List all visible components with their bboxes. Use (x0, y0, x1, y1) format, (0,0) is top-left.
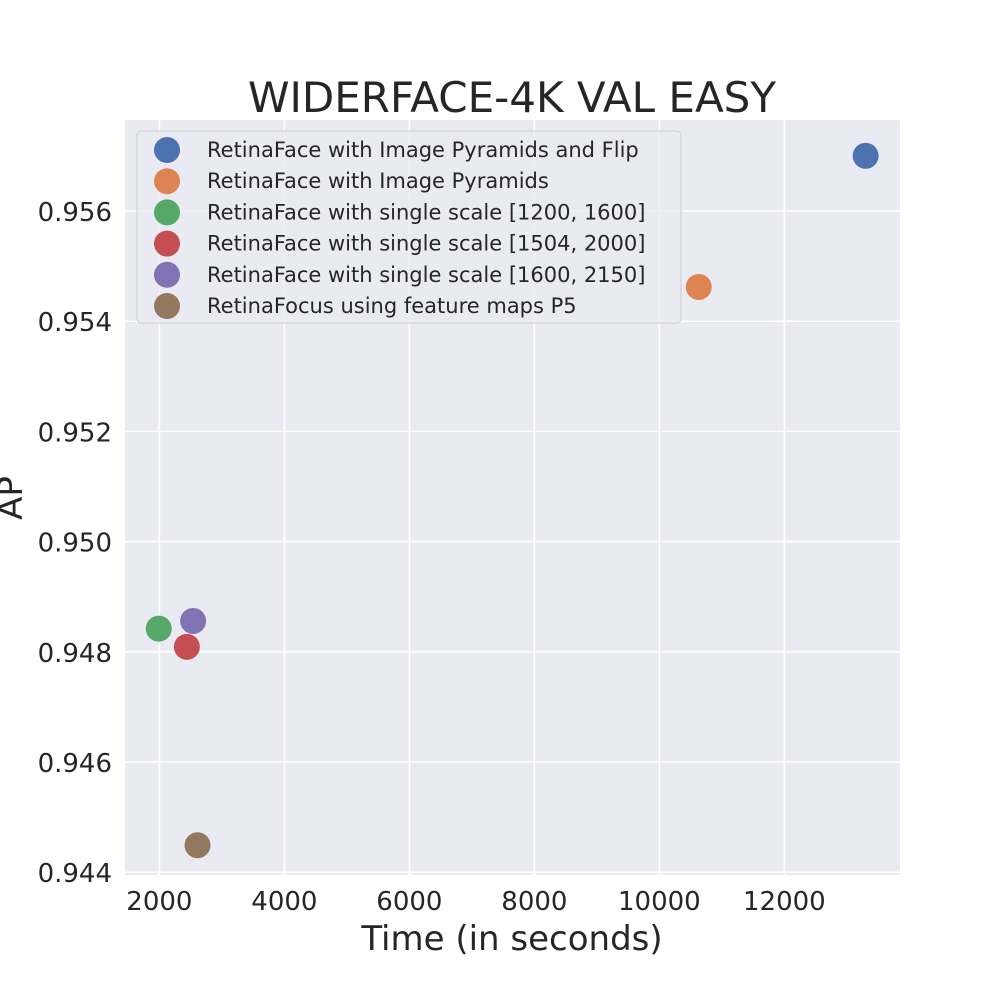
x-tick-label: 6000 (376, 887, 442, 917)
chart-title: WIDERFACE-4K VAL EASY (248, 73, 776, 122)
y-tick-label: 0.944 (38, 859, 112, 889)
legend-marker (154, 293, 180, 319)
legend-box (136, 130, 682, 324)
y-axis-ticks: 0.944 0.946 0.948 0.950 0.952 0.954 0.956 (38, 198, 112, 889)
y-tick-label: 0.956 (38, 198, 112, 228)
x-tick-label: 4000 (251, 887, 317, 917)
data-point (145, 615, 172, 642)
y-tick-label: 0.954 (38, 308, 112, 338)
y-tick-label: 0.952 (38, 418, 112, 448)
data-points (145, 142, 879, 859)
legend-label: RetinaFace with Image Pyramids and Flip (207, 138, 639, 162)
legend-marker (154, 168, 180, 195)
x-axis-ticks: 2000 4000 6000 8000 10000 12000 (126, 887, 825, 917)
legend-label: RetinaFace with single scale [1600, 2150… (207, 263, 645, 287)
y-tick-label: 0.946 (38, 749, 112, 779)
data-point (180, 607, 207, 634)
legend-label: RetinaFace with single scale [1200, 1600… (207, 200, 645, 224)
x-tick-label: 12000 (743, 887, 826, 917)
x-tick-label: 10000 (618, 887, 701, 917)
x-tick-label: 2000 (126, 887, 192, 917)
data-point (852, 142, 879, 169)
y-tick-label: 0.948 (38, 639, 112, 669)
data-point (173, 633, 200, 660)
data-point (685, 273, 712, 300)
legend-label: RetinaFace with Image Pyramids (207, 169, 549, 193)
legend-label: RetinaFace with single scale [1504, 2000… (207, 232, 645, 256)
legend-marker (154, 137, 180, 163)
y-tick-label: 0.950 (38, 529, 112, 559)
y-axis-label: AP (0, 476, 31, 520)
legend-label: RetinaFocus using feature maps P5 (207, 294, 577, 318)
x-tick-label: 8000 (501, 887, 567, 917)
legend: RetinaFace with Image Pyramids and Flip R… (136, 130, 682, 324)
legend-marker (154, 199, 180, 226)
legend-marker (154, 230, 180, 257)
x-axis-label: Time (in seconds) (360, 919, 662, 959)
legend-marker (154, 261, 180, 288)
data-point (184, 832, 211, 859)
